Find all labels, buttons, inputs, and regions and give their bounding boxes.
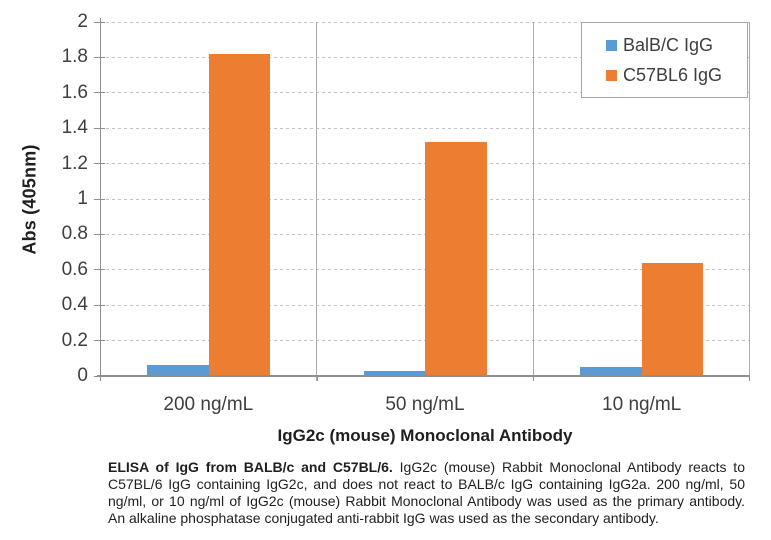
legend-swatch-c57bl6-igg — [606, 69, 617, 81]
gridline — [100, 21, 750, 23]
category-separator — [316, 22, 318, 381]
y-tick-mark — [94, 163, 105, 165]
y-tick-label: 1.6 — [61, 81, 88, 103]
y-tick-label: 1.8 — [61, 46, 88, 68]
y-tick-label: 0.6 — [61, 258, 88, 280]
legend-item: BalB/C IgG — [606, 35, 747, 56]
bar-balb-c-igg-3 — [580, 367, 642, 376]
y-tick-mark — [94, 304, 105, 306]
gridline — [100, 56, 750, 58]
y-tick-mark — [94, 340, 105, 342]
category-label: 10 ng/mL — [602, 394, 682, 415]
category-label: 50 ng/mL — [385, 394, 465, 415]
gridline — [100, 163, 750, 165]
y-tick-label: 0.4 — [61, 294, 88, 316]
bar-balb-c-igg-2 — [363, 370, 426, 376]
figure-caption: ELISA of IgG from BALB/c and C57BL/6. Ig… — [108, 459, 745, 527]
y-tick-label: 2 — [77, 11, 88, 32]
x-tick-mark — [533, 376, 535, 381]
y-tick-mark — [94, 233, 105, 235]
y-tick-label: 0 — [77, 365, 88, 386]
legend-label: BalB/C IgG — [623, 34, 714, 55]
x-axis-title: IgG2c (mouse) Monoclonal Antibody — [277, 426, 573, 445]
gridline — [100, 127, 750, 129]
gridline — [100, 340, 750, 342]
gridline — [100, 269, 750, 271]
bar-c57bl6-igg-3 — [641, 262, 704, 376]
y-tick-mark — [94, 21, 105, 23]
chart-legend: BalB/C IgG C57BL6 IgG — [581, 22, 748, 98]
x-tick-mark — [100, 376, 101, 381]
y-tick-label: 1.2 — [61, 152, 88, 174]
y-tick-mark — [94, 269, 105, 271]
x-axis-line — [97, 375, 750, 377]
gridline — [100, 304, 750, 306]
y-tick-mark — [94, 198, 105, 200]
plot-area — [100, 21, 750, 381]
y-tick-mark — [94, 127, 105, 129]
y-tick-mark — [94, 92, 105, 94]
y-tick-mark — [94, 56, 105, 58]
x-tick-mark — [749, 376, 750, 381]
y-tick-label: 1 — [77, 188, 88, 209]
caption-body-text: IgG2c (mouse) Rabbit Monoclonal Antibody… — [108, 459, 745, 526]
category-label: 200 ng/mL — [163, 394, 254, 415]
bar-balb-c-igg-1 — [147, 365, 209, 376]
caption-bold-lead: ELISA of IgG from BALB/c and C57BL/6. — [108, 459, 393, 475]
category-separator — [532, 22, 534, 381]
y-axis-line — [100, 18, 101, 381]
legend-swatch-balb-c-igg — [606, 39, 617, 51]
x-tick-mark — [316, 376, 318, 381]
legend-item: C57BL6 IgG — [606, 65, 747, 86]
y-tick-label: 1.4 — [61, 117, 88, 139]
legend-label: C57BL6 IgG — [623, 64, 723, 85]
y-tick-label: 0.8 — [61, 223, 88, 245]
y-tick-mark — [94, 375, 105, 377]
y-tick-label: 0.2 — [61, 329, 88, 351]
gridline — [100, 198, 750, 200]
plot-right-border — [749, 22, 750, 381]
bar-c57bl6-igg-1 — [208, 53, 270, 376]
gridline — [100, 92, 750, 94]
gridline — [100, 233, 750, 235]
bar-c57bl6-igg-2 — [425, 142, 487, 376]
